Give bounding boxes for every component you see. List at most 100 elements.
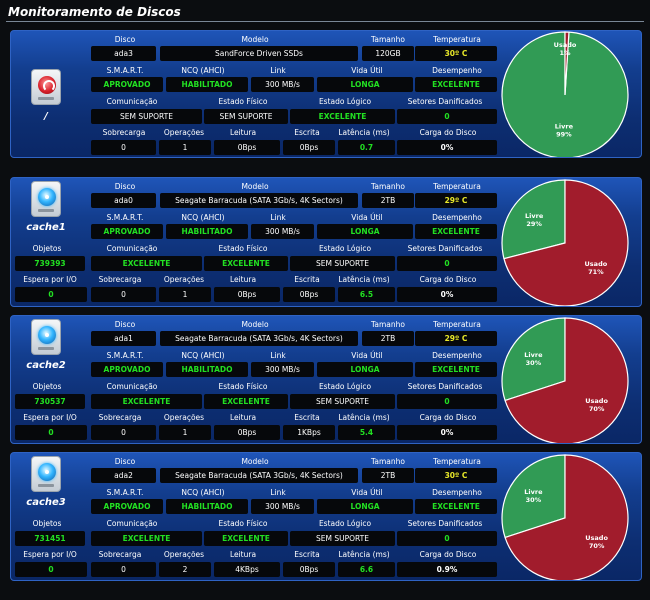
label-smart: S.M.A.R.T. (106, 213, 144, 222)
label-ncq: NCQ (AHCI) (181, 66, 225, 75)
value-temperatura: 29º C (415, 193, 497, 208)
value-logico: SEM SUPORTE (290, 531, 395, 546)
label-disco: Disco (114, 182, 136, 191)
value-link: 300 MB/s (251, 362, 314, 377)
value-latencia: 5.4 (338, 425, 395, 440)
disk-name: cache3 (26, 497, 66, 508)
value-latencia: 6.5 (338, 287, 395, 302)
label-comunicacao: Comunicação (106, 382, 158, 391)
label-modelo: Modelo (241, 35, 269, 44)
value-modelo: Seagate Barracuda (SATA 3Gb/s, 4K Sector… (160, 193, 358, 208)
value-fisico: EXCELENTE (204, 531, 288, 546)
value-sobrecarga: 0 (91, 287, 156, 302)
value-desempenho: EXCELENTE (415, 77, 497, 92)
pie-value-used: 71% (588, 268, 604, 276)
value-carga: 0% (397, 287, 497, 302)
value-objetos: 731451 (15, 531, 85, 546)
label-sobrecarga: Sobrecarga (102, 128, 146, 137)
pie-label-free: Livre (555, 123, 574, 131)
pie-label-used: Usado (585, 533, 608, 541)
label-leitura: Leitura (229, 550, 257, 559)
label-espera: Espera por I/O (23, 275, 77, 284)
value-espera: 0 (15, 562, 87, 577)
pie-label-free: Livre (524, 351, 543, 359)
label-vida: Vida Útil (351, 488, 383, 497)
label-carga: Carga do Disco (419, 128, 477, 137)
value-logico: EXCELENTE (290, 109, 395, 124)
disk-card-cache1: cache1 Disco Modelo Tamanho Temperatura ada0 S… (10, 177, 642, 307)
pie-value-free: 99% (556, 131, 572, 139)
disk-name: cache2 (26, 360, 66, 371)
value-leitura: 0Bps (214, 287, 280, 302)
label-ncq: NCQ (AHCI) (181, 351, 225, 360)
label-link: Link (270, 66, 286, 75)
value-smart: APROVADO (91, 362, 163, 377)
value-setores: 0 (397, 531, 497, 546)
value-fisico: EXCELENTE (204, 256, 288, 271)
value-leitura: 4KBps (214, 562, 280, 577)
value-latencia: 0.7 (338, 140, 395, 155)
value-tamanho: 2TB (362, 468, 414, 483)
label-espera: Espera por I/O (23, 413, 77, 422)
label-operacoes: Operações (163, 275, 205, 284)
value-disco: ada1 (91, 331, 156, 346)
label-sobrecarga: Sobrecarga (98, 275, 142, 284)
value-operacoes: 1 (159, 425, 211, 440)
pie-label-used: Usado (554, 41, 577, 49)
disk-glow-icon (38, 326, 56, 344)
pie-value-free: 30% (526, 359, 542, 367)
disk-base-icon (38, 209, 54, 212)
value-fisico: SEM SUPORTE (204, 109, 288, 124)
value-setores: 0 (397, 394, 497, 409)
pie-slice-free (501, 179, 566, 260)
label-logico: Estado Lógico (318, 382, 372, 391)
label-objetos: Objetos (32, 519, 62, 528)
value-logico: SEM SUPORTE (290, 394, 395, 409)
disk-name: / (44, 111, 48, 122)
value-espera: 0 (15, 425, 87, 440)
label-fisico: Estado Físico (218, 382, 268, 391)
value-setores: 0 (397, 256, 497, 271)
value-modelo: Seagate Barracuda (SATA 3Gb/s, 4K Sector… (160, 468, 358, 483)
label-modelo: Modelo (241, 457, 269, 466)
label-setores: Setores Danificados (407, 97, 483, 106)
label-link: Link (270, 488, 286, 497)
label-logico: Estado Lógico (318, 519, 372, 528)
value-comunicacao: EXCELENTE (91, 394, 202, 409)
pie-slice-used (504, 453, 629, 580)
disk-base-icon (38, 484, 54, 487)
value-fisico: EXCELENTE (204, 394, 288, 409)
value-link: 300 MB/s (251, 499, 314, 514)
disk-blue-icon (31, 319, 61, 355)
label-smart: S.M.A.R.T. (106, 488, 144, 497)
label-disco: Disco (114, 35, 136, 44)
disk-base-icon (38, 347, 54, 350)
label-desempenho: Desempenho (432, 66, 482, 75)
value-comunicacao: EXCELENTE (91, 256, 202, 271)
value-smart: APROVADO (91, 77, 163, 92)
label-comunicacao: Comunicação (106, 244, 158, 253)
label-setores: Setores Danificados (407, 382, 483, 391)
label-desempenho: Desempenho (432, 351, 482, 360)
label-espera: Espera por I/O (23, 550, 77, 559)
label-escrita: Escrita (294, 413, 320, 422)
pie-slice-free (501, 453, 566, 538)
value-operacoes: 1 (159, 140, 211, 155)
label-comunicacao: Comunicação (106, 97, 158, 106)
pie-value-free: 30% (526, 496, 542, 504)
label-latencia: Latência (ms) (338, 128, 390, 137)
value-modelo: Seagate Barracuda (SATA 3Gb/s, 4K Sector… (160, 331, 358, 346)
label-ncq: NCQ (AHCI) (181, 488, 225, 497)
label-desempenho: Desempenho (432, 488, 482, 497)
pie-slice-used (564, 31, 570, 96)
label-logico: Estado Lógico (318, 97, 372, 106)
value-leitura: 0Bps (214, 425, 280, 440)
label-latencia: Latência (ms) (338, 275, 390, 284)
disk-card-root: / Disco Modelo Tamanho Temperatura ada3 SandFo… (10, 30, 642, 158)
label-operacoes: Operações (163, 550, 205, 559)
value-ncq: HABILITADO (166, 499, 248, 514)
value-vida: LONGA (317, 77, 413, 92)
